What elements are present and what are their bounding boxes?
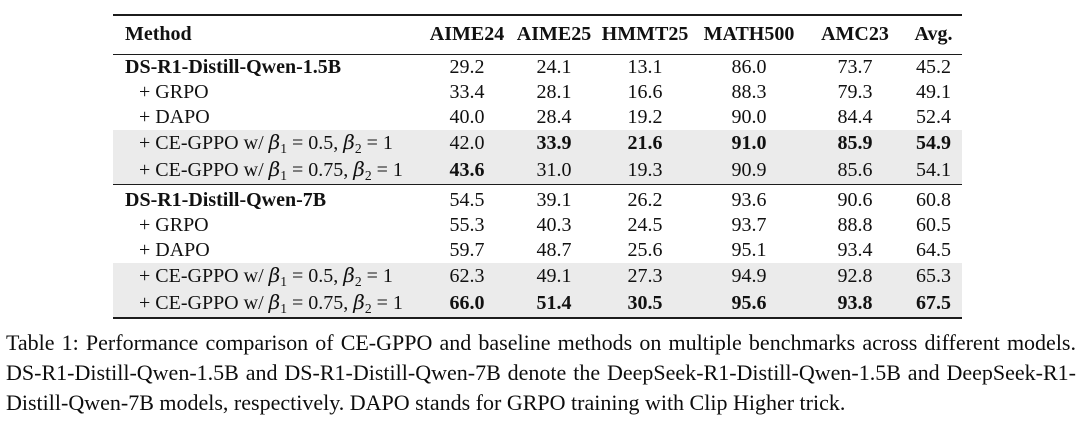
- value-cell: 39.1: [511, 184, 597, 213]
- method-cell: + CE-GPPO w/ β1 = 0.75, β2 = 1: [113, 157, 423, 185]
- column-header: Avg.: [905, 15, 962, 55]
- table-row: + CE-GPPO w/ β1 = 0.5, β2 = 1 42.0 33.9 21.…: [113, 130, 962, 157]
- table-header: Method AIME24 AIME25 HMMT25 MATH500 AMC23 Avg.: [113, 15, 962, 55]
- value-cell: 60.5: [916, 214, 951, 236]
- value-cell: 43.6: [423, 157, 511, 185]
- value-cell: 51.4: [511, 290, 597, 318]
- value-cell: 27.3: [597, 263, 693, 290]
- value-cell: 93.4: [837, 239, 873, 261]
- method-cell: + GRPO: [139, 81, 209, 103]
- method-cell: DS-R1-Distill-Qwen-7B: [113, 184, 423, 213]
- value-cell: 90.0: [731, 106, 767, 128]
- table-row: + GRPO 55.3 40.3 24.5 93.7 88.8 60.5: [113, 213, 962, 238]
- method-cell: + DAPO: [139, 106, 210, 128]
- value-cell: 49.1: [511, 263, 597, 290]
- value-cell: 93.8: [805, 290, 905, 318]
- value-cell: 26.2: [597, 184, 693, 213]
- value-cell: 54.9: [905, 130, 962, 157]
- table-row: DS-R1-Distill-Qwen-7B 54.5 39.1 26.2 93.6 90.…: [113, 184, 962, 213]
- value-cell: 67.5: [905, 290, 962, 318]
- method-cell: + DAPO: [139, 239, 210, 261]
- column-header: AIME24: [423, 15, 511, 55]
- value-cell: 62.3: [423, 263, 511, 290]
- value-cell: 54.5: [423, 184, 511, 213]
- value-cell: 30.5: [597, 290, 693, 318]
- value-cell: 33.4: [449, 81, 485, 103]
- method-cell: + CE-GPPO w/ β1 = 0.75, β2 = 1: [113, 290, 423, 318]
- value-cell: 85.6: [805, 157, 905, 185]
- table-row: + CE-GPPO w/ β1 = 0.75, β2 = 1 43.6 31.0 19…: [113, 157, 962, 185]
- value-cell: 95.1: [731, 239, 767, 261]
- value-cell: 25.6: [627, 239, 663, 261]
- results-table: Method AIME24 AIME25 HMMT25 MATH500 AMC23 Avg.…: [113, 14, 962, 319]
- value-cell: 42.0: [423, 130, 511, 157]
- value-cell: 95.6: [693, 290, 805, 318]
- value-cell: 65.3: [905, 263, 962, 290]
- value-cell: 16.6: [627, 81, 663, 103]
- column-header: HMMT25: [597, 15, 693, 55]
- value-cell: 54.1: [905, 157, 962, 185]
- column-header: Method: [113, 15, 423, 55]
- column-header: MATH500: [693, 15, 805, 55]
- value-cell: 40.3: [536, 214, 572, 236]
- method-cell: + CE-GPPO w/ β1 = 0.5, β2 = 1: [113, 130, 423, 157]
- value-cell: 92.8: [805, 263, 905, 290]
- table-caption: Table 1: Performance comparison of CE-GP…: [6, 330, 1076, 415]
- value-cell: 93.6: [693, 184, 805, 213]
- value-cell: 40.0: [449, 106, 485, 128]
- value-cell: 52.4: [916, 106, 951, 128]
- value-cell: 29.2: [449, 56, 485, 78]
- value-cell: 13.1: [627, 56, 663, 78]
- value-cell: 90.6: [805, 184, 905, 213]
- value-cell: 79.3: [837, 81, 873, 103]
- method-cell: + CE-GPPO w/ β1 = 0.5, β2 = 1: [113, 263, 423, 290]
- value-cell: 33.9: [511, 130, 597, 157]
- value-cell: 19.3: [597, 157, 693, 185]
- value-cell: 24.1: [536, 56, 572, 78]
- value-cell: 90.9: [693, 157, 805, 185]
- table-row: + GRPO 33.4 28.1 16.6 88.3 79.3 49.1: [113, 80, 962, 105]
- value-cell: 64.5: [916, 239, 951, 261]
- method-cell: DS-R1-Distill-Qwen-1.5B: [125, 56, 342, 78]
- table-row: + DAPO 40.0 28.4 19.2 90.0 84.4 52.4: [113, 105, 962, 130]
- value-cell: 88.3: [731, 81, 767, 103]
- value-cell: 86.0: [731, 56, 767, 78]
- value-cell: 45.2: [916, 56, 951, 78]
- value-cell: 94.9: [693, 263, 805, 290]
- value-cell: 49.1: [916, 81, 951, 103]
- value-cell: 73.7: [837, 56, 873, 78]
- column-header: AIME25: [511, 15, 597, 55]
- value-cell: 28.1: [536, 81, 572, 103]
- value-cell: 59.7: [449, 239, 485, 261]
- value-cell: 21.6: [597, 130, 693, 157]
- value-cell: 85.9: [805, 130, 905, 157]
- table-row: + CE-GPPO w/ β1 = 0.75, β2 = 1 66.0 51.4 30…: [113, 290, 962, 318]
- method-cell: + GRPO: [139, 214, 209, 236]
- value-cell: 48.7: [536, 239, 572, 261]
- value-cell: 93.7: [731, 214, 767, 236]
- value-cell: 55.3: [449, 214, 485, 236]
- value-cell: 91.0: [693, 130, 805, 157]
- value-cell: 66.0: [423, 290, 511, 318]
- value-cell: 24.5: [627, 214, 663, 236]
- header-row: Method AIME24 AIME25 HMMT25 MATH500 AMC23 Avg.: [113, 15, 962, 55]
- value-cell: 88.8: [837, 214, 873, 236]
- value-cell: 28.4: [536, 106, 572, 128]
- table-row: DS-R1-Distill-Qwen-1.5B 29.2 24.1 13.1 86.0 7…: [113, 55, 962, 81]
- table-row: + DAPO 59.7 48.7 25.6 95.1 93.4 64.5: [113, 238, 962, 263]
- value-cell: 84.4: [837, 106, 873, 128]
- value-cell: 31.0: [511, 157, 597, 185]
- table-body: DS-R1-Distill-Qwen-1.5B 29.2 24.1 13.1 86.0 7…: [113, 55, 962, 318]
- value-cell: 60.8: [905, 184, 962, 213]
- column-header: AMC23: [805, 15, 905, 55]
- table-row: + CE-GPPO w/ β1 = 0.5, β2 = 1 62.3 49.1 27.…: [113, 263, 962, 290]
- value-cell: 19.2: [627, 106, 663, 128]
